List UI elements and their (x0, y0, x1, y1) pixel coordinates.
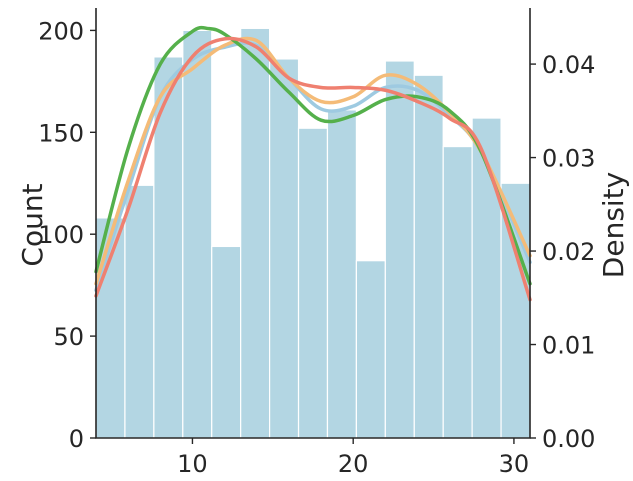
y-axis-right: 0.00 0.01 0.02 0.03 0.04 (530, 51, 595, 453)
y2-axis-title: Density (597, 172, 630, 278)
histogram-bar (326, 109, 358, 439)
histogram-bar (413, 74, 444, 439)
axes-frame (95, 8, 531, 439)
y2-tick-label: 0.04 (542, 51, 595, 79)
density-curves (94, 25, 532, 302)
histogram-bar (269, 58, 300, 439)
axes-spines (95, 8, 531, 439)
y2-tick-label: 0.03 (542, 145, 595, 173)
y-tick-label: 50 (53, 323, 84, 351)
histogram-bar (355, 260, 386, 439)
x-tick-label: 30 (499, 450, 530, 478)
x-tick-label: 10 (177, 450, 208, 478)
y-tick-label: 100 (38, 221, 84, 249)
x-axis: 10 20 30 (177, 438, 529, 478)
histogram-bar (297, 127, 329, 439)
histogram-bar (182, 29, 213, 439)
y2-tick-label: 0.01 (542, 332, 595, 360)
histogram-bar (384, 60, 415, 439)
y-tick-label: 0 (69, 425, 84, 453)
histogram-bar (211, 245, 242, 439)
histogram-bar (442, 145, 473, 439)
y-tick-label: 200 (38, 17, 84, 45)
x-tick-label: 20 (338, 450, 369, 478)
y-axis-left: 0 50 100 150 200 (38, 17, 96, 453)
histogram-bar (124, 184, 155, 439)
y2-tick-label: 0.02 (542, 238, 595, 266)
density-curve (94, 36, 532, 302)
density-curve (94, 25, 532, 286)
histogram-bars (95, 27, 531, 439)
y-tick-label: 150 (38, 119, 84, 147)
y-axis-title: Count (16, 183, 49, 266)
histogram-bar (240, 27, 271, 439)
y2-tick-label: 0.00 (542, 425, 595, 453)
